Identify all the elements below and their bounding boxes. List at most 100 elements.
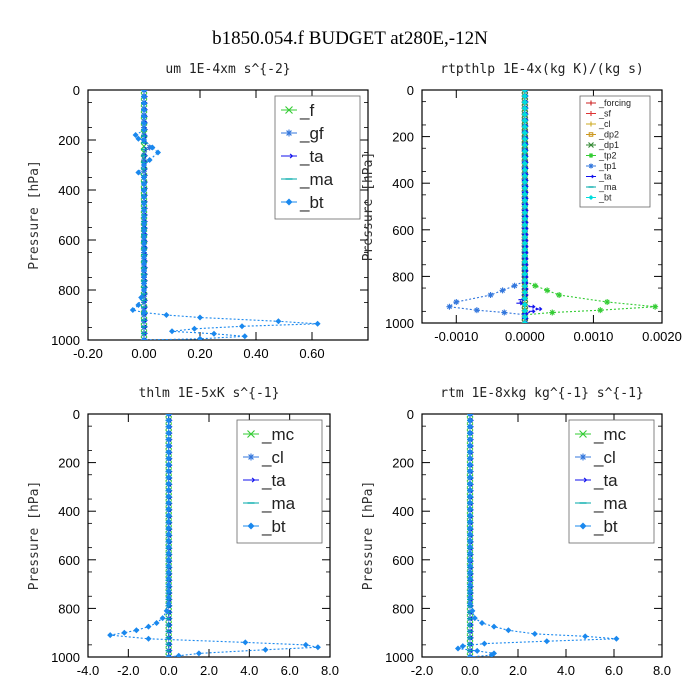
data-point [163,312,170,318]
data-point [467,594,473,601]
data-point [521,320,528,323]
data-point [467,486,473,493]
data-point [521,270,528,277]
data-point [195,650,202,657]
data-point [141,113,147,120]
data-point [652,303,659,310]
data-point [521,307,528,314]
legend-label: _bt [299,193,324,212]
data-point [165,556,172,563]
legend-label: _ta [593,471,618,490]
data-point [141,227,147,234]
legend-box [274,95,361,220]
data-point [453,299,460,306]
legend: _mc _cl _ta _ma _bt [568,419,655,544]
legend: _f _gf _ta _ma _bt [274,95,361,220]
y-tick-label: 800 [392,601,414,616]
data-point [141,207,147,214]
legend-label: _forcing [598,98,631,108]
data-point [165,493,172,500]
data-point [153,619,160,626]
data-point [521,185,528,192]
legend-label: _ta [261,471,286,490]
legend-marker [579,522,587,530]
data-point [467,587,473,594]
data-point [141,318,147,325]
data-point [141,100,147,107]
data-point [141,293,147,300]
data-point [155,149,161,156]
data-point [165,600,172,607]
data-point [211,330,217,337]
data-point [467,461,473,468]
y-tick-label: 800 [58,601,80,616]
y-axis-label: Pressure [hPa] [27,160,42,270]
data-point [528,309,536,314]
data-point [543,638,550,645]
panel-2: rtpthlp 1E-4x(kg K)/(kg s) Pressure [hPa]… [361,62,682,344]
data-point [467,442,473,449]
data-point [165,461,172,468]
y-tick-label: 0 [73,407,80,422]
data-point [521,209,528,216]
data-point [141,90,147,93]
y-tick-label: 0 [407,407,414,422]
data-point [141,253,147,260]
y-tick-label: 400 [58,504,80,519]
legend-marker [588,195,594,200]
data-point [521,99,528,106]
data-point [521,123,528,130]
legend-label: _mc [261,425,295,444]
data-point [521,283,528,290]
legend-marker [247,522,255,530]
data-point [141,280,147,287]
data-point [141,162,147,168]
data-point [159,615,166,622]
data-point [145,635,152,642]
data-point [467,524,473,531]
y-tick-label: 1000 [385,650,414,665]
data-point [487,292,494,299]
data-point [141,127,147,133]
data-point [141,240,147,247]
x-tick-label: 4.0 [557,663,575,678]
x-tick-label: 0.0010 [574,329,614,344]
data-point [521,313,528,320]
x-tick-label: 4.0 [240,663,258,678]
series-line-tp1 [447,90,526,323]
data-point [521,148,528,155]
data-point [488,652,495,657]
legend-marker [247,453,255,461]
data-point [582,633,589,640]
data-point [474,647,481,654]
y-tick-label: 1000 [51,650,80,665]
legend-marker [588,153,594,158]
legend: _forcing_sf_cl_dp2_dp1_tp2_tp1_ta_ma_bt [579,95,651,208]
data-point [141,93,147,100]
legend-label: _ta [598,172,612,182]
data-point [133,627,140,634]
x-tick-label: -2.0 [117,663,139,678]
data-point [145,623,152,630]
data-point [165,549,172,556]
y-tick-label: 200 [392,456,414,471]
data-point [165,531,172,538]
data-point [165,562,172,569]
data-point [141,187,147,194]
y-axis-label: Pressure [hPa] [27,481,42,591]
data-point [521,129,528,136]
y-axis-label: Pressure [hPa] [361,152,376,262]
legend-marker [588,163,594,169]
data-point [302,641,309,648]
data-point [175,652,182,657]
data-point [135,135,142,142]
data-point [455,645,461,652]
legend-marker [588,111,594,116]
legend-marker [579,453,587,461]
data-point [197,335,203,340]
data-point [544,287,551,294]
y-tick-label: 600 [392,553,414,568]
y-tick-label: 1000 [51,333,80,348]
data-point [481,640,488,647]
data-point [141,107,147,113]
